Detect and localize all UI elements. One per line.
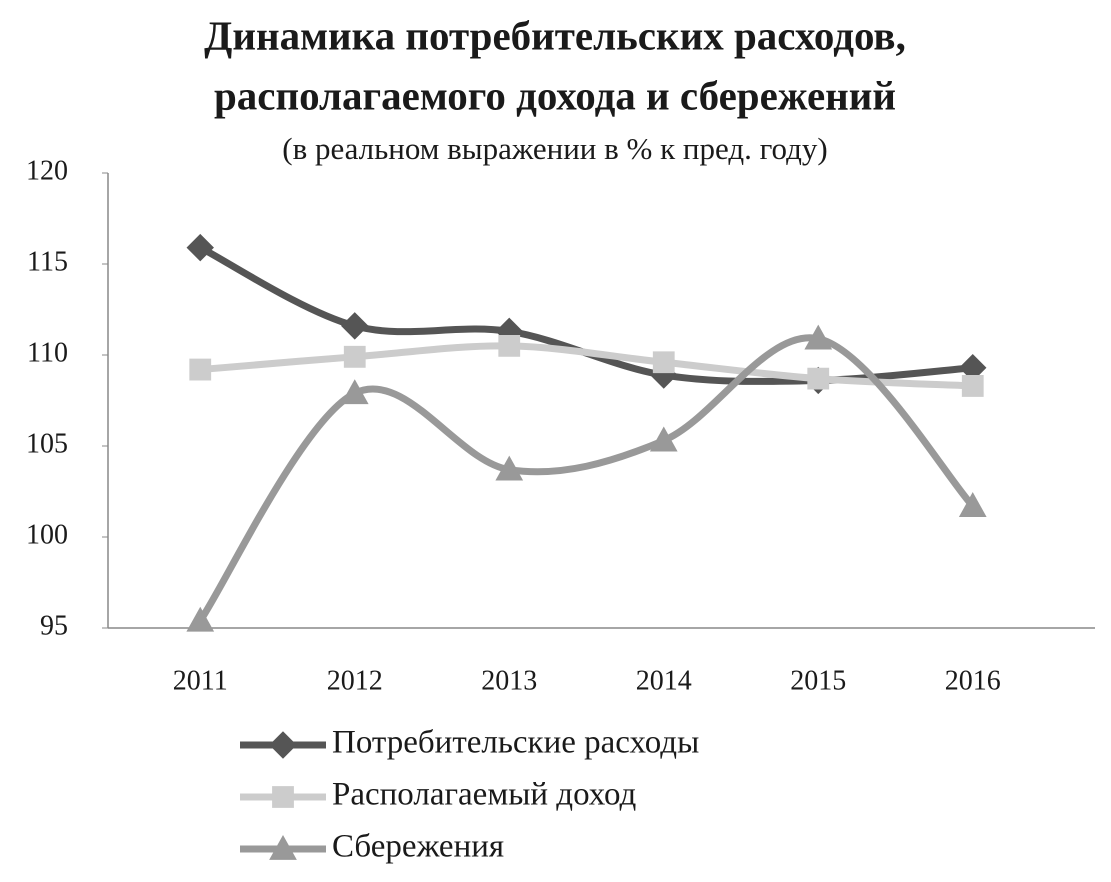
legend-marker (272, 786, 294, 808)
y-tick-label: 110 (27, 337, 68, 368)
data-point (340, 379, 369, 405)
chart-title: располагаемого дохода и сбережений (214, 72, 896, 118)
legend-label: Сбережения (332, 829, 504, 865)
data-point (961, 375, 984, 397)
y-tick-label: 105 (26, 428, 68, 459)
data-point (186, 606, 215, 632)
chart-subtitle: (в реальном выражении в % к пред. году) (282, 131, 828, 166)
data-point (189, 358, 212, 381)
data-point (804, 324, 833, 350)
x-tick-label: 2016 (945, 665, 1001, 696)
legend-marker (269, 731, 297, 759)
x-tick-label: 2012 (327, 665, 383, 696)
series-line (199, 342, 973, 390)
data-point (341, 312, 369, 340)
x-tick-label: 2015 (790, 665, 846, 696)
data-point (807, 367, 830, 390)
y-tick-label: 100 (26, 519, 68, 550)
x-tick-label: 2011 (173, 665, 228, 696)
data-point (652, 351, 675, 374)
data-point (495, 455, 524, 481)
data-point (649, 426, 678, 452)
data-point (186, 233, 214, 262)
y-tick-label: 120 (26, 155, 68, 186)
legend-label: Потребительские расходы (332, 725, 699, 761)
legend-label: Располагаемый доход (332, 777, 637, 813)
data-point (958, 492, 987, 517)
y-tick-label: 95 (40, 610, 68, 641)
y-tick-label: 115 (27, 246, 68, 277)
x-tick-label: 2013 (481, 665, 537, 696)
x-tick-label: 2014 (636, 665, 692, 696)
data-point (343, 345, 366, 368)
data-point (498, 335, 521, 357)
series-line (197, 334, 976, 623)
chart-title: Динамика потребительских расходов, (204, 12, 906, 58)
legend-marker (269, 834, 297, 860)
